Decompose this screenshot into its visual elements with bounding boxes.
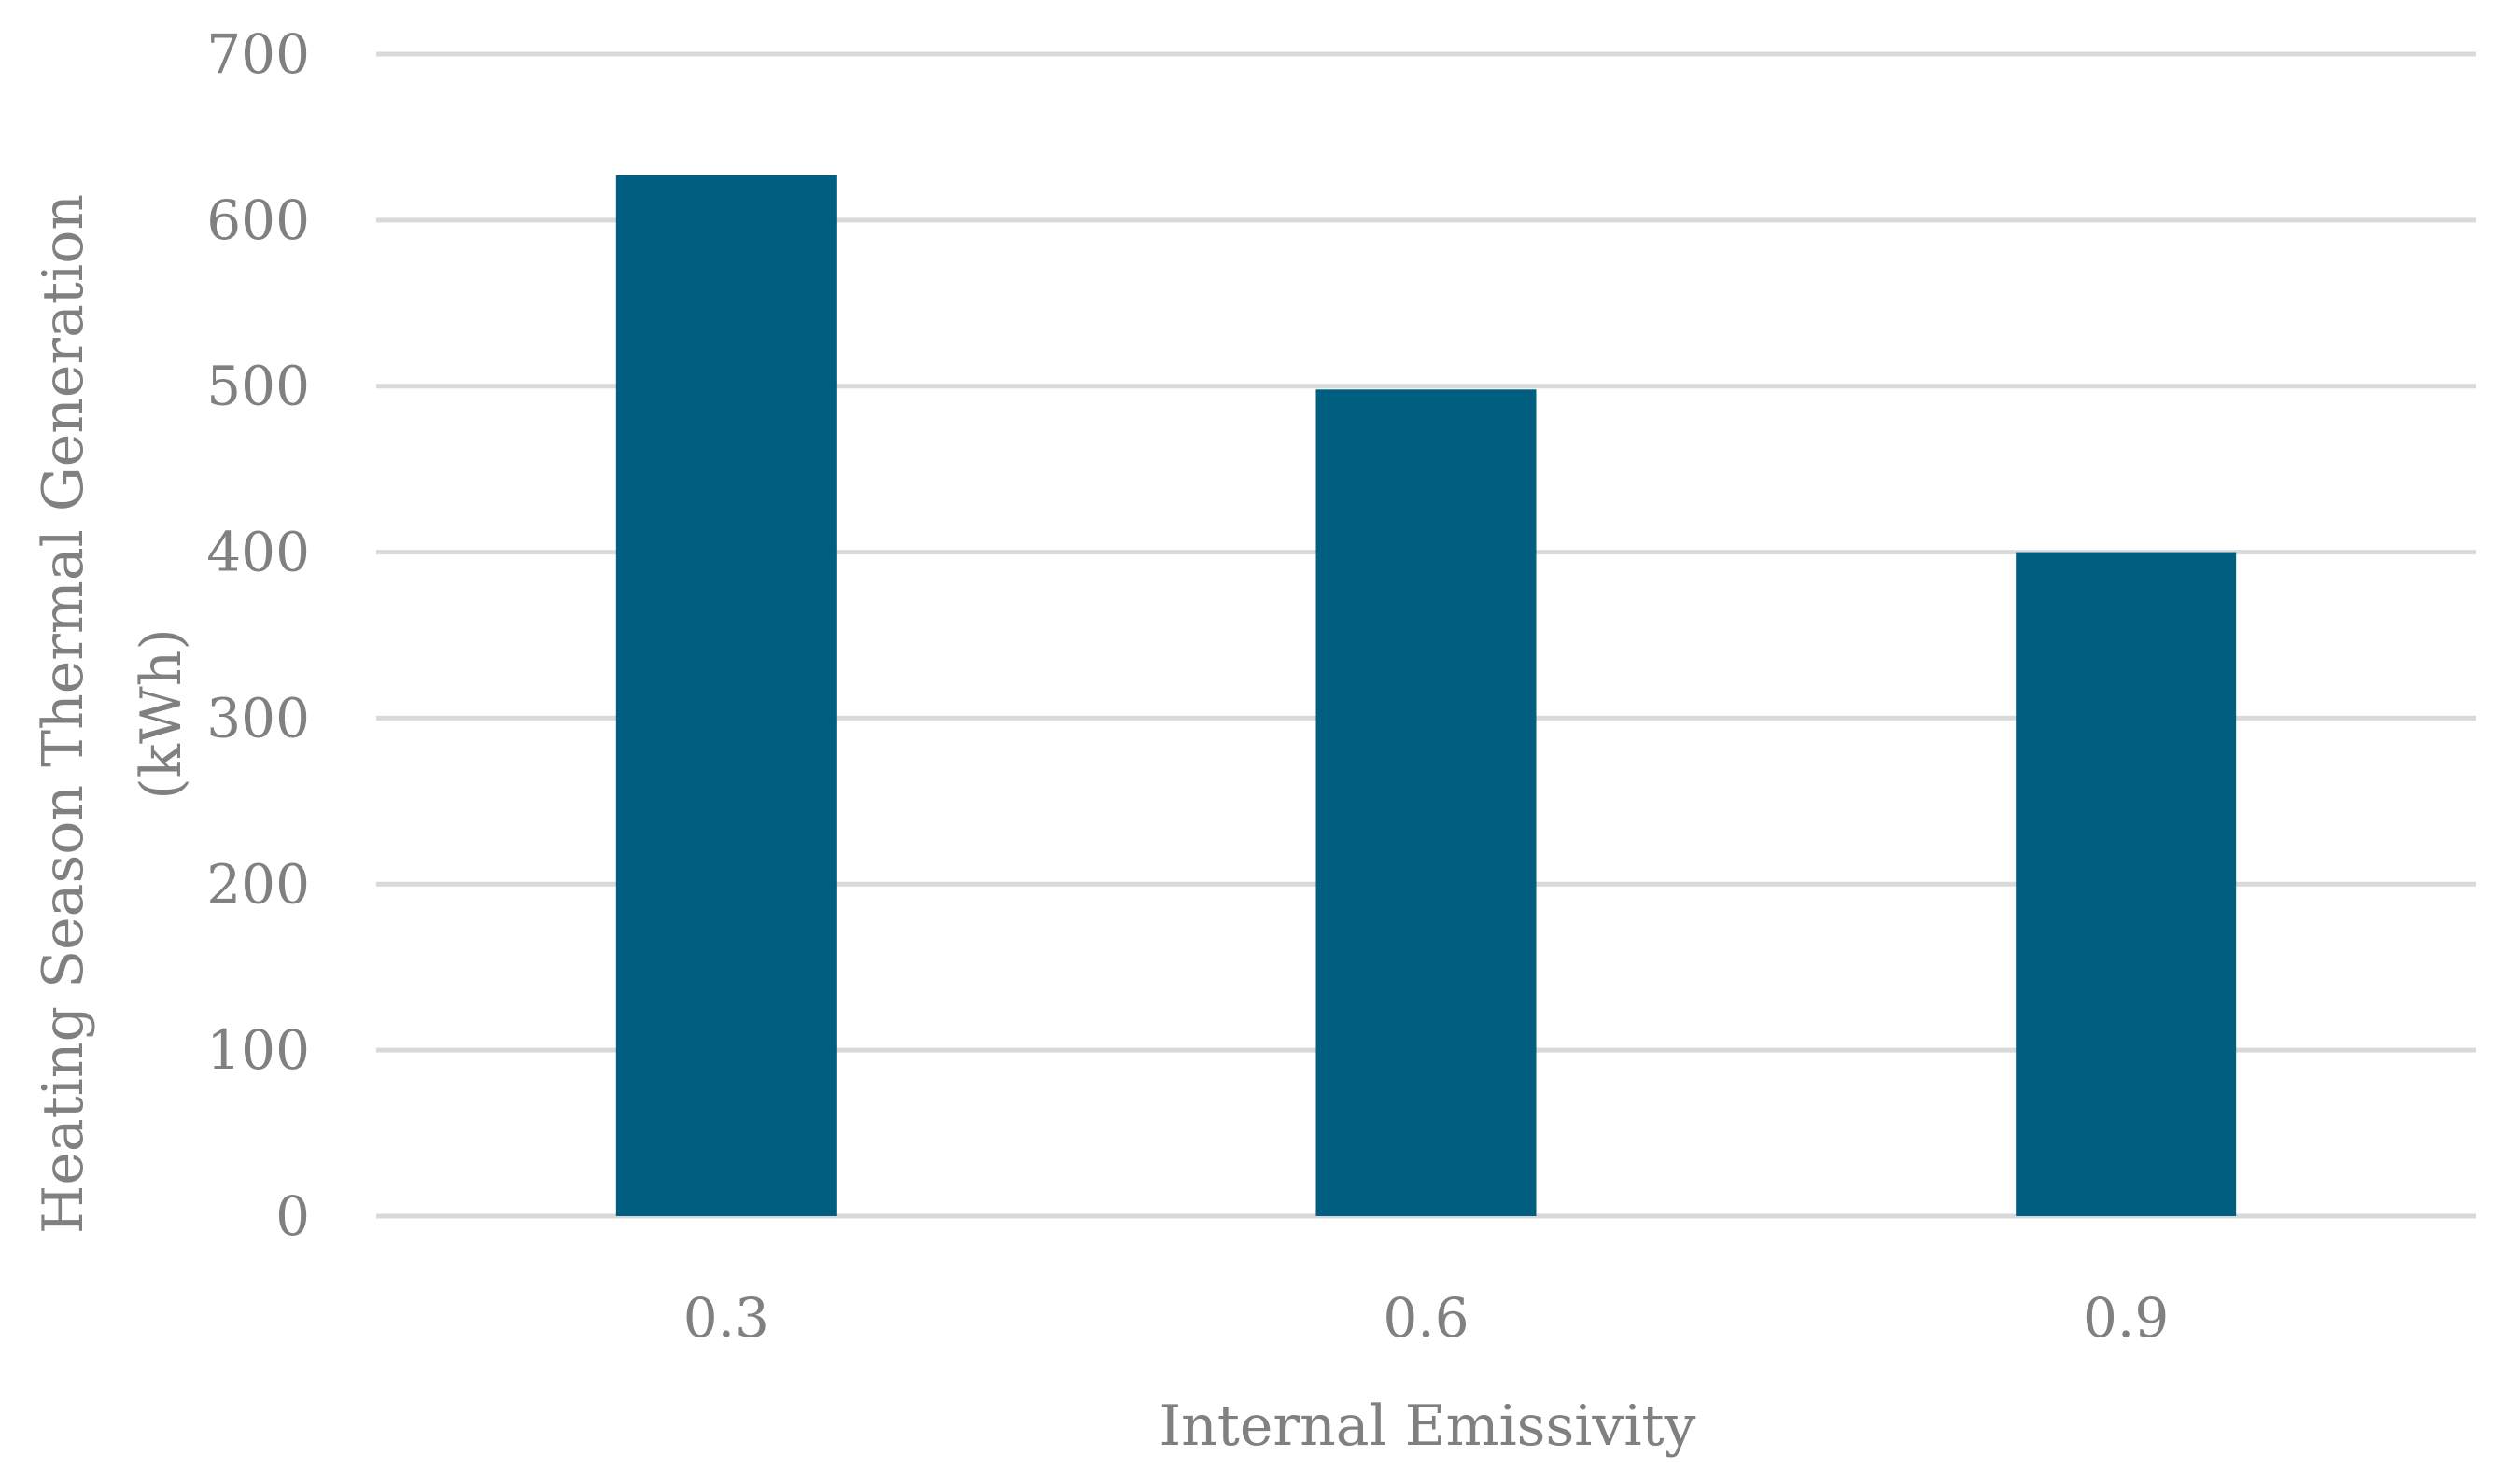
y-axis-tick-labels: 0 100 200 300 400 500 600 700 [206,22,310,1248]
bars [615,175,2237,1217]
bar-0.6 [1315,389,1537,1216]
x-tick-label: 0.6 [1383,1286,1469,1350]
y-tick-label: 300 [206,686,310,749]
x-tick-label: 0.9 [2083,1286,2169,1350]
y-tick-label: 500 [206,355,310,418]
y-axis-title-line-1: Heating Season Thermal Generation [31,194,96,1234]
y-tick-label: 600 [206,189,310,252]
y-axis-title-line-2: (kWh) [129,628,194,800]
x-axis-title: Internal Emissivity [1159,1393,1695,1459]
bar-0.9 [2016,552,2237,1216]
y-tick-label: 100 [206,1018,310,1082]
y-axis-title: Heating Season Thermal Generation (kWh) [31,194,194,1234]
bar-0.3 [615,175,837,1217]
y-tick-label: 400 [206,521,310,584]
y-tick-label: 200 [206,852,310,916]
x-axis-tick-labels: 0.3 0.6 0.9 [683,1286,2170,1350]
x-tick-label: 0.3 [683,1286,769,1350]
y-tick-label: 0 [275,1184,310,1248]
y-tick-label: 700 [206,22,310,86]
